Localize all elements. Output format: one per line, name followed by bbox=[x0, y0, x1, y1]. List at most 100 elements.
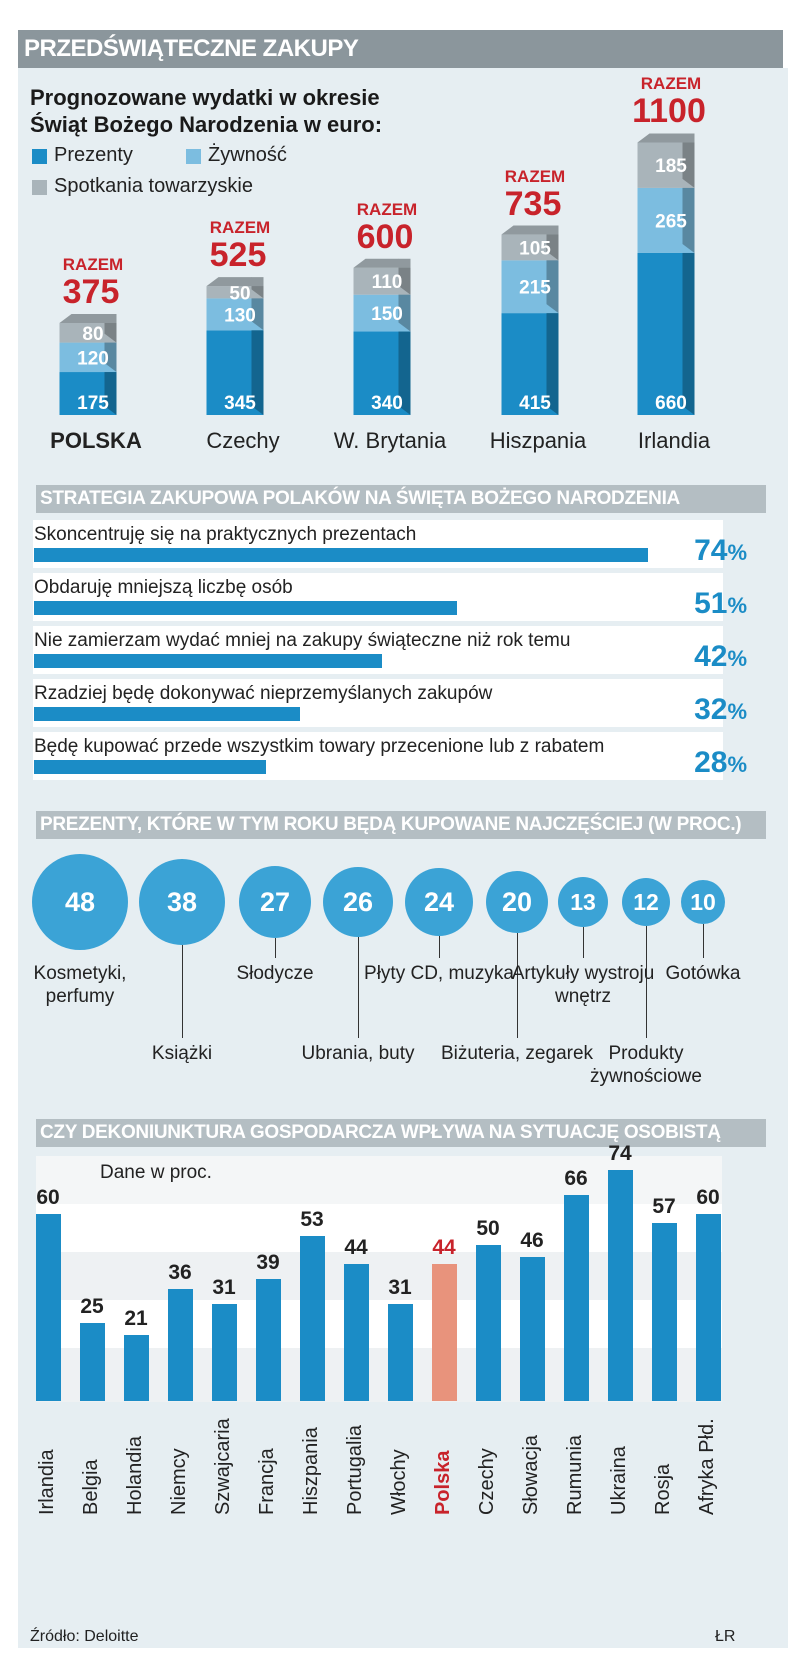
crisis-country-label: Czechy bbox=[476, 1448, 498, 1515]
crisis-bar bbox=[388, 1304, 413, 1401]
strategy-bar bbox=[34, 601, 457, 615]
gift-leader-line bbox=[439, 936, 440, 958]
crisis-bar bbox=[212, 1304, 237, 1401]
gift-label: Biżuteria, zegarek bbox=[440, 1043, 594, 1064]
spending-title: Prognozowane wydatki w okresie Świąt Boż… bbox=[30, 85, 383, 137]
gift-bubble: 27 bbox=[239, 866, 311, 938]
crisis-country-label: Szwajcaria bbox=[212, 1418, 234, 1515]
gift-leader-line bbox=[703, 924, 704, 958]
crisis-country-label: Holandia bbox=[124, 1436, 146, 1515]
gift-label: Artykuły wystroju wnętrz bbox=[511, 963, 655, 1007]
total-value: 1100 bbox=[632, 92, 706, 131]
gift-bubble: 38 bbox=[139, 859, 225, 945]
gift-leader-line bbox=[358, 937, 359, 1038]
total-value: 735 bbox=[504, 184, 562, 223]
crisis-country-label: Afryka Płd. bbox=[696, 1418, 718, 1515]
crisis-bar bbox=[696, 1214, 721, 1401]
strategy-label: Obdaruję mniejszą liczbę osób bbox=[34, 577, 293, 598]
crisis-value: 60 bbox=[36, 1186, 60, 1209]
legend-swatch-gifts bbox=[32, 149, 47, 164]
crisis-country-label: Irlandia bbox=[36, 1449, 58, 1515]
gift-label: Gotówka bbox=[665, 963, 741, 984]
stack-value-label: 215 bbox=[519, 278, 551, 299]
stack-value-label: 150 bbox=[371, 304, 403, 325]
crisis-bar bbox=[432, 1264, 457, 1401]
crisis-country-label: Belgia bbox=[80, 1459, 102, 1515]
crisis-bar bbox=[124, 1335, 149, 1401]
stack-value-label: 50 bbox=[229, 283, 250, 304]
stack-segment-side bbox=[398, 285, 411, 332]
stack-value-label: 340 bbox=[371, 393, 403, 414]
gift-label: Ubrania, buty bbox=[301, 1043, 415, 1064]
stack-segment-side bbox=[682, 133, 695, 188]
country-label: POLSKA bbox=[50, 428, 142, 453]
strategy-percent-sign: % bbox=[727, 593, 747, 618]
crisis-value: 21 bbox=[124, 1307, 148, 1330]
gift-bubble: 48 bbox=[32, 854, 128, 950]
crisis-value: 53 bbox=[300, 1208, 324, 1231]
crisis-bar bbox=[36, 1214, 61, 1401]
stack-value-label: 130 bbox=[224, 305, 256, 326]
razem-label: RAZEM bbox=[209, 218, 271, 238]
legend-swatch-food bbox=[186, 149, 201, 164]
strategy-percent-value: 28 bbox=[694, 746, 728, 779]
strategy-bar bbox=[34, 707, 300, 721]
crisis-country-label: Włochy bbox=[388, 1449, 410, 1515]
crisis-country-label: Francja bbox=[256, 1448, 278, 1515]
crisis-value: 36 bbox=[168, 1261, 192, 1284]
gifts-heading: PREZENTY, KTÓRE W TYM ROKU BĘDĄ KUPOWANE… bbox=[36, 811, 766, 839]
crisis-country-label: Rosja bbox=[652, 1463, 674, 1515]
stack-value-label: 660 bbox=[655, 393, 687, 414]
stack-segment-side bbox=[682, 243, 695, 415]
crisis-bar bbox=[652, 1223, 677, 1401]
crisis-country-label: Słowacja bbox=[520, 1434, 542, 1515]
stack-value-label: 110 bbox=[372, 272, 403, 293]
stack-value-label: 80 bbox=[82, 324, 103, 345]
legend-label-gifts: Prezenty bbox=[54, 144, 133, 166]
gift-bubble: 13 bbox=[558, 877, 608, 927]
stack-top-face bbox=[501, 225, 559, 235]
crisis-country-label: Ukraina bbox=[608, 1446, 630, 1515]
crisis-country-label: Polska bbox=[432, 1450, 454, 1515]
strategy-percent-value: 42 bbox=[694, 640, 728, 673]
strategy-percent-value: 74 bbox=[694, 534, 728, 567]
crisis-value: 46 bbox=[520, 1229, 544, 1252]
gift-leader-line bbox=[517, 933, 518, 1038]
gift-label: Książki bbox=[151, 1043, 213, 1064]
crisis-plot-area bbox=[36, 1156, 722, 1402]
crisis-value: 25 bbox=[80, 1295, 104, 1318]
strategy-percent-sign: % bbox=[727, 752, 747, 777]
stack-segment-side bbox=[104, 333, 117, 373]
strategy-percent: 74% bbox=[637, 534, 747, 568]
stack-segment-side bbox=[251, 289, 264, 331]
stack-segment-side bbox=[398, 258, 411, 295]
country-label: Czechy bbox=[206, 428, 280, 453]
crisis-bar bbox=[476, 1245, 501, 1401]
stack-segment-side bbox=[104, 363, 117, 415]
crisis-value: 44 bbox=[432, 1236, 456, 1259]
strategy-percent: 42% bbox=[637, 640, 747, 674]
stack-value-label: 345 bbox=[224, 393, 256, 414]
stack-segment-side bbox=[398, 322, 411, 415]
crisis-value: 50 bbox=[476, 1217, 500, 1240]
gift-bubble: 26 bbox=[323, 867, 393, 937]
stack-segment-side bbox=[251, 321, 264, 415]
gift-bubble: 24 bbox=[405, 868, 473, 936]
strategy-percent-sign: % bbox=[727, 699, 747, 724]
crisis-value: 39 bbox=[256, 1251, 280, 1274]
stack-segment-side bbox=[546, 251, 559, 314]
razem-label: RAZEM bbox=[356, 199, 418, 219]
stack-top-face bbox=[637, 133, 695, 143]
total-value: 525 bbox=[209, 236, 267, 275]
crisis-country-label: Portugalia bbox=[344, 1424, 366, 1515]
gift-label: Produkty żywnościowe bbox=[590, 1043, 702, 1087]
strategy-label: Będę kupować przede wszystkim towary prz… bbox=[34, 736, 605, 757]
strategy-percent-value: 51 bbox=[694, 587, 728, 620]
stack-segment-spotkania-towarzyskie bbox=[59, 322, 117, 343]
gift-leader-line bbox=[583, 927, 584, 958]
strategy-bar bbox=[34, 548, 648, 562]
gift-bubble: 12 bbox=[622, 878, 670, 926]
strategy-label: Rzadziej będę dokonywać nieprzemyślanych… bbox=[34, 683, 493, 704]
gift-leader-line bbox=[275, 938, 276, 958]
